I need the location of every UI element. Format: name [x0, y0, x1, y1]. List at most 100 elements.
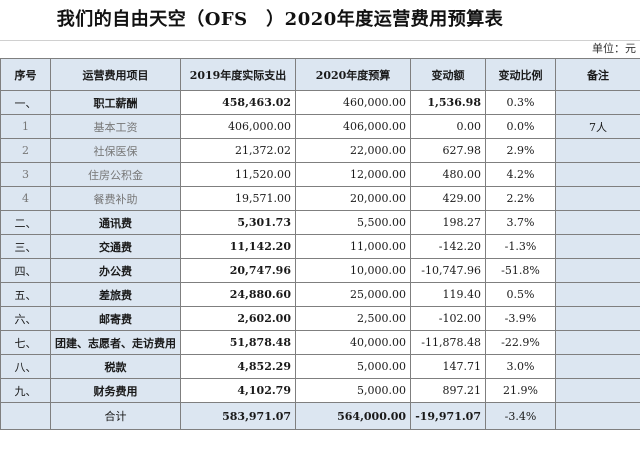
ratio-cell[interactable]: 0.0% [485, 114, 556, 139]
no-cell[interactable]: 八、 [0, 354, 51, 379]
budget-cell[interactable]: 460,000.00 [295, 90, 411, 115]
no-cell[interactable]: 五、 [0, 282, 51, 307]
ratio-cell[interactable]: 4.2% [485, 162, 556, 187]
ratio-cell[interactable]: -3.9% [485, 306, 556, 331]
header-name[interactable]: 运营费用项目 [50, 58, 181, 91]
ratio-cell[interactable]: 3.7% [485, 210, 556, 235]
ratio-cell[interactable]: -51.8% [485, 258, 556, 283]
name-cell[interactable]: 财务费用 [50, 378, 181, 403]
note-cell[interactable] [555, 234, 640, 259]
actual-cell[interactable]: 21,372.02 [180, 138, 296, 163]
actual-cell[interactable]: 11,520.00 [180, 162, 296, 187]
no-cell[interactable]: 1 [0, 114, 51, 139]
actual-cell[interactable]: 4,852.29 [180, 354, 296, 379]
name-cell[interactable]: 交通费 [50, 234, 181, 259]
total-name-cell[interactable]: 合计 [50, 402, 181, 430]
ratio-cell[interactable]: -1.3% [485, 234, 556, 259]
total-no-cell[interactable] [0, 402, 51, 430]
change-cell[interactable]: 480.00 [410, 162, 486, 187]
note-cell[interactable] [555, 306, 640, 331]
name-cell[interactable]: 餐费补助 [50, 186, 181, 211]
name-cell[interactable]: 职工薪酬 [50, 90, 181, 115]
no-cell[interactable]: 4 [0, 186, 51, 211]
budget-cell[interactable]: 11,000.00 [295, 234, 411, 259]
actual-cell[interactable]: 4,102.79 [180, 378, 296, 403]
no-cell[interactable]: 2 [0, 138, 51, 163]
budget-cell[interactable]: 22,000.00 [295, 138, 411, 163]
ratio-cell[interactable]: 3.0% [485, 354, 556, 379]
change-cell[interactable]: 198.27 [410, 210, 486, 235]
actual-cell[interactable]: 24,880.60 [180, 282, 296, 307]
budget-cell[interactable]: 12,000.00 [295, 162, 411, 187]
total-ratio-cell[interactable]: -3.4% [485, 402, 556, 430]
note-cell[interactable]: 7人 [555, 114, 640, 139]
name-cell[interactable]: 团建、志愿者、走访费用 [50, 330, 181, 355]
ratio-cell[interactable]: 0.3% [485, 90, 556, 115]
note-cell[interactable] [555, 258, 640, 283]
name-cell[interactable]: 税款 [50, 354, 181, 379]
header-change[interactable]: 变动额 [410, 58, 486, 91]
ratio-cell[interactable]: -22.9% [485, 330, 556, 355]
no-cell[interactable]: 二、 [0, 210, 51, 235]
total-actual-cell[interactable]: 583,971.07 [180, 402, 296, 430]
change-cell[interactable]: -10,747.96 [410, 258, 486, 283]
budget-cell[interactable]: 40,000.00 [295, 330, 411, 355]
ratio-cell[interactable]: 2.9% [485, 138, 556, 163]
name-cell[interactable]: 通讯费 [50, 210, 181, 235]
note-cell[interactable] [555, 330, 640, 355]
actual-cell[interactable]: 458,463.02 [180, 90, 296, 115]
name-cell[interactable]: 基本工资 [50, 114, 181, 139]
change-cell[interactable]: -11,878.48 [410, 330, 486, 355]
budget-cell[interactable]: 2,500.00 [295, 306, 411, 331]
change-cell[interactable]: 0.00 [410, 114, 486, 139]
name-cell[interactable]: 社保医保 [50, 138, 181, 163]
actual-cell[interactable]: 51,878.48 [180, 330, 296, 355]
change-cell[interactable]: 429.00 [410, 186, 486, 211]
budget-cell[interactable]: 5,000.00 [295, 354, 411, 379]
note-cell[interactable] [555, 354, 640, 379]
budget-cell[interactable]: 25,000.00 [295, 282, 411, 307]
note-cell[interactable] [555, 90, 640, 115]
change-cell[interactable]: 897.21 [410, 378, 486, 403]
actual-cell[interactable]: 406,000.00 [180, 114, 296, 139]
change-cell[interactable]: -102.00 [410, 306, 486, 331]
note-cell[interactable] [555, 186, 640, 211]
change-cell[interactable]: 1,536.98 [410, 90, 486, 115]
name-cell[interactable]: 办公费 [50, 258, 181, 283]
change-cell[interactable]: 627.98 [410, 138, 486, 163]
name-cell[interactable]: 邮寄费 [50, 306, 181, 331]
ratio-cell[interactable]: 21.9% [485, 378, 556, 403]
ratio-cell[interactable]: 0.5% [485, 282, 556, 307]
header-budget[interactable]: 2020年度预算 [295, 58, 411, 91]
actual-cell[interactable]: 19,571.00 [180, 186, 296, 211]
change-cell[interactable]: -142.20 [410, 234, 486, 259]
total-change-cell[interactable]: -19,971.07 [410, 402, 486, 430]
total-budget-cell[interactable]: 564,000.00 [295, 402, 411, 430]
header-note[interactable]: 备注 [555, 58, 640, 91]
name-cell[interactable]: 住房公积金 [50, 162, 181, 187]
header-actual[interactable]: 2019年度实际支出 [180, 58, 296, 91]
note-cell[interactable] [555, 282, 640, 307]
no-cell[interactable]: 3 [0, 162, 51, 187]
note-cell[interactable] [555, 162, 640, 187]
actual-cell[interactable]: 2,602.00 [180, 306, 296, 331]
no-cell[interactable]: 一、 [0, 90, 51, 115]
note-cell[interactable] [555, 378, 640, 403]
budget-cell[interactable]: 5,000.00 [295, 378, 411, 403]
change-cell[interactable]: 119.40 [410, 282, 486, 307]
no-cell[interactable]: 四、 [0, 258, 51, 283]
no-cell[interactable]: 三、 [0, 234, 51, 259]
no-cell[interactable]: 六、 [0, 306, 51, 331]
actual-cell[interactable]: 11,142.20 [180, 234, 296, 259]
header-ratio[interactable]: 变动比例 [485, 58, 556, 91]
budget-cell[interactable]: 406,000.00 [295, 114, 411, 139]
budget-cell[interactable]: 10,000.00 [295, 258, 411, 283]
name-cell[interactable]: 差旅费 [50, 282, 181, 307]
note-cell[interactable] [555, 138, 640, 163]
note-cell[interactable] [555, 210, 640, 235]
budget-cell[interactable]: 20,000.00 [295, 186, 411, 211]
no-cell[interactable]: 七、 [0, 330, 51, 355]
actual-cell[interactable]: 5,301.73 [180, 210, 296, 235]
no-cell[interactable]: 九、 [0, 378, 51, 403]
budget-cell[interactable]: 5,500.00 [295, 210, 411, 235]
